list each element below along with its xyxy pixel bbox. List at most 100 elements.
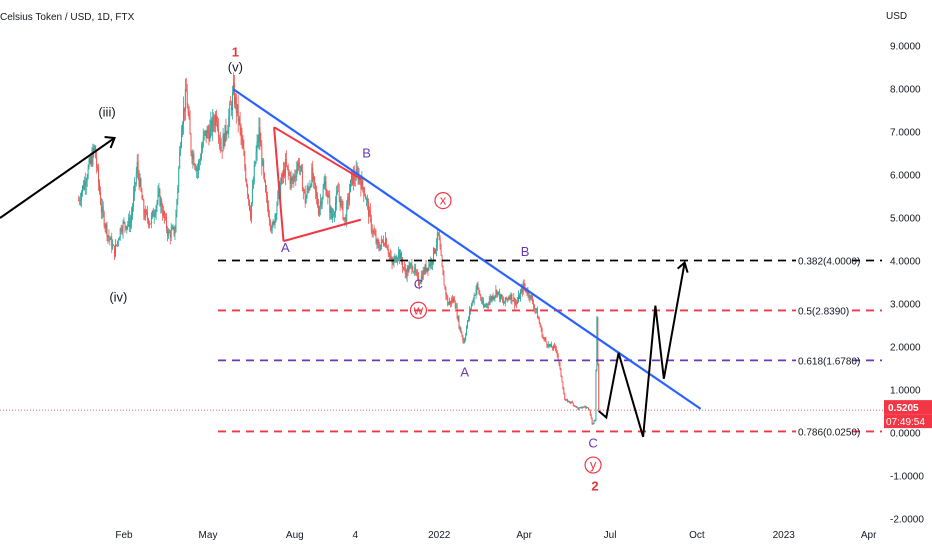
- x-tick-label: Apr: [861, 530, 877, 541]
- candle-body: [552, 345, 554, 349]
- candle-body: [503, 302, 505, 304]
- candle-body: [534, 307, 536, 309]
- candle-body: [132, 206, 133, 215]
- candle-body: [479, 293, 481, 296]
- candle-body: [444, 285, 446, 288]
- wave-label: C: [588, 436, 597, 451]
- candle-body: [574, 405, 576, 407]
- candle-body: [342, 202, 344, 219]
- candle-body: [198, 162, 200, 171]
- candle-body: [268, 216, 270, 221]
- candle-body: [414, 267, 416, 273]
- candle-body: [222, 134, 224, 152]
- candle-body: [303, 189, 305, 192]
- candle-body: [317, 196, 318, 207]
- candle-body: [354, 179, 356, 181]
- candle-body: [501, 294, 502, 299]
- candle-body: [289, 174, 291, 184]
- candle-body: [364, 194, 366, 196]
- candle-body: [581, 407, 583, 409]
- wave-label: w: [413, 302, 424, 317]
- candle-body: [298, 162, 300, 167]
- y-tick-label: 0.0000: [890, 429, 921, 440]
- candle-body: [375, 235, 377, 243]
- candle-body: [484, 305, 485, 308]
- candle-body: [90, 156, 92, 164]
- candle-body: [305, 196, 307, 204]
- candle-body: [308, 188, 310, 190]
- candle-body: [277, 191, 279, 205]
- candle-body: [513, 297, 515, 301]
- candle-body: [111, 237, 113, 249]
- candle-body: [199, 160, 200, 163]
- candle-body: [594, 419, 596, 421]
- candle-body: [146, 210, 148, 213]
- candle-body: [284, 159, 286, 176]
- candle-body: [229, 104, 231, 117]
- candle-body: [106, 224, 108, 237]
- candle-body: [311, 167, 313, 186]
- candle-body: [404, 267, 406, 274]
- candle-body: [403, 267, 405, 269]
- wave-label: (iii): [98, 104, 115, 119]
- candle-body: [520, 288, 522, 293]
- candle-body: [552, 347, 553, 349]
- candle-body: [244, 155, 246, 168]
- candle-body: [123, 222, 125, 223]
- candle-body: [464, 338, 466, 343]
- candle-body: [192, 154, 194, 160]
- candle-body: [110, 237, 112, 240]
- candle-body: [418, 283, 420, 285]
- candle-body: [317, 206, 319, 215]
- last-price-tag[interactable]: 0.5205 07:49:54: [884, 400, 932, 429]
- candle-body: [173, 226, 175, 235]
- candle-body: [108, 235, 110, 238]
- candle-body: [445, 287, 447, 296]
- candle-body: [572, 403, 574, 406]
- candle-body: [299, 166, 301, 168]
- candle-body: [315, 183, 317, 192]
- candle-body: [101, 206, 103, 212]
- candle-body: [109, 237, 111, 240]
- y-tick-label: 7.0000: [890, 128, 921, 139]
- candle-body: [310, 185, 312, 187]
- candle-body: [208, 132, 210, 141]
- candle-body: [529, 296, 531, 299]
- candle-body: [325, 181, 327, 195]
- x-tick-label: 2022: [428, 530, 451, 541]
- y-tick-label: -2.0000: [890, 515, 924, 526]
- candle-body: [351, 172, 353, 185]
- candle-body: [362, 178, 364, 188]
- candle-body: [521, 288, 523, 293]
- candle-body: [437, 232, 439, 234]
- candle-body: [178, 167, 180, 188]
- candle-body: [113, 245, 115, 247]
- candle-body: [443, 275, 445, 286]
- candle-body: [363, 187, 365, 195]
- candle-body: [590, 414, 592, 419]
- candle-body: [504, 297, 506, 303]
- y-tick-label: 8.0000: [890, 85, 921, 96]
- candle-body: [527, 291, 529, 294]
- candle-body: [249, 199, 250, 210]
- candle-body: [401, 261, 403, 268]
- candle-body: [387, 249, 389, 254]
- candle-body: [121, 230, 123, 232]
- candle-body: [156, 201, 158, 207]
- candle-body: [549, 344, 551, 347]
- candle-body: [388, 253, 390, 255]
- wave-label: B: [521, 244, 530, 259]
- candle-body: [130, 221, 132, 228]
- candle-body: [482, 300, 484, 303]
- candle-body: [408, 265, 410, 273]
- candle-body: [285, 159, 287, 166]
- candle-body: [291, 177, 293, 181]
- candle-body: [171, 227, 173, 230]
- candle-body: [467, 320, 469, 328]
- candle-body: [420, 275, 422, 282]
- candle-body: [220, 146, 222, 151]
- candle-body: [270, 226, 272, 231]
- candle-body: [399, 250, 401, 259]
- candle-body: [485, 305, 486, 307]
- candle-body: [533, 303, 535, 308]
